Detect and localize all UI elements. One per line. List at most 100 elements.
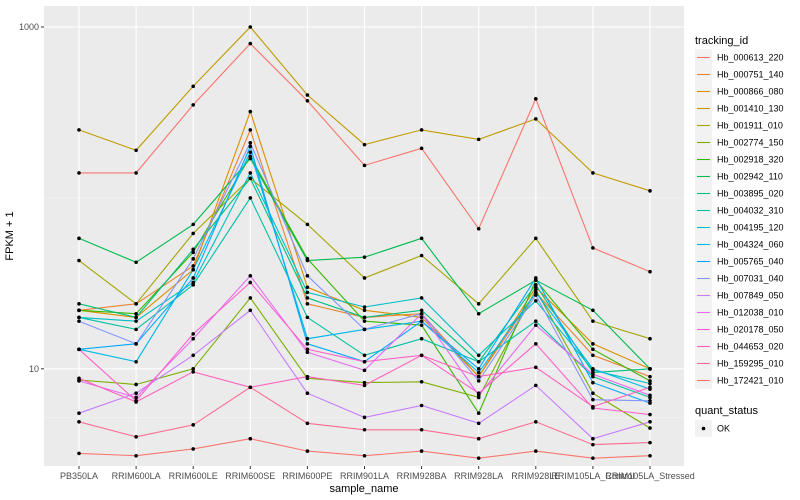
data-point	[476, 436, 481, 441]
data-point	[191, 370, 195, 374]
data-point	[591, 391, 595, 395]
data-point	[248, 128, 253, 132]
data-point	[648, 269, 652, 274]
data-point	[476, 311, 481, 316]
data-point	[362, 276, 367, 280]
data-point	[305, 285, 310, 290]
data-point	[305, 449, 310, 453]
data-point	[591, 347, 595, 352]
data-point	[305, 347, 310, 352]
legend-label-Hb_003895_020: Hb_003895_020	[717, 189, 784, 199]
data-point	[305, 290, 310, 295]
data-point	[134, 302, 138, 306]
data-point	[248, 109, 253, 114]
data-point	[362, 383, 367, 388]
data-point	[419, 427, 424, 432]
data-point	[134, 311, 138, 316]
legend-title: tracking_id	[695, 35, 748, 47]
data-point	[191, 276, 195, 280]
data-point	[362, 353, 367, 358]
data-point	[305, 391, 310, 395]
x-tick-label: RRIM105LA_Stressed	[605, 471, 695, 481]
x-tick-label: PB350LA	[60, 471, 98, 481]
data-point	[134, 319, 138, 323]
data-point	[77, 308, 81, 313]
data-point	[591, 456, 595, 460]
x-axis-title: sample_name	[329, 483, 398, 495]
data-point	[77, 411, 81, 415]
data-point	[648, 419, 652, 424]
data-point	[77, 379, 81, 383]
data-point	[476, 302, 481, 306]
quant-status-key-point	[701, 426, 706, 431]
data-point	[248, 171, 253, 175]
data-point	[305, 421, 310, 426]
data-point	[248, 296, 253, 300]
data-point	[191, 231, 195, 236]
data-point	[362, 327, 367, 332]
legend-label-Hb_020178_050: Hb_020178_050	[717, 325, 784, 335]
data-point	[591, 442, 595, 447]
data-point	[419, 353, 424, 358]
data-point	[248, 144, 253, 149]
data-point	[77, 315, 81, 320]
data-point	[248, 385, 253, 390]
data-point	[591, 308, 595, 313]
x-tick-label: RRIM600LE	[169, 471, 218, 481]
data-point	[534, 276, 538, 280]
data-point	[305, 336, 310, 341]
data-point	[362, 163, 367, 168]
x-tick-label: RRIM600PE	[282, 471, 332, 481]
data-point	[648, 336, 652, 341]
data-point	[362, 453, 367, 458]
data-point	[534, 283, 538, 287]
legend-label-Hb_012038_010: Hb_012038_010	[717, 308, 784, 318]
data-point	[248, 141, 253, 145]
data-point	[591, 404, 595, 409]
data-point	[305, 98, 310, 103]
data-point	[191, 84, 195, 89]
data-point	[134, 327, 138, 332]
data-point	[648, 367, 652, 371]
data-point	[77, 302, 81, 306]
data-point	[248, 41, 253, 46]
y-tick-label: 1000	[19, 22, 39, 32]
data-point	[534, 342, 538, 346]
data-point	[305, 222, 310, 227]
data-point	[134, 382, 138, 387]
data-point	[77, 128, 81, 132]
y-axis-ticks: 10 1000	[19, 22, 44, 374]
data-point	[362, 319, 367, 323]
data-point	[362, 380, 367, 385]
data-point	[419, 236, 424, 241]
data-point	[191, 367, 195, 371]
data-point	[534, 293, 538, 297]
data-point	[248, 156, 253, 161]
data-point	[362, 142, 367, 147]
data-point	[419, 296, 424, 300]
data-point	[648, 412, 652, 417]
x-tick-label: RRIM600LA	[112, 471, 161, 481]
x-tick-label: RRIM105LA_Control	[551, 471, 634, 481]
data-point	[419, 336, 424, 341]
data-point	[362, 368, 367, 373]
data-point	[534, 117, 538, 121]
legend-label-Hb_004032_310: Hb_004032_310	[717, 206, 784, 216]
data-point	[591, 353, 595, 358]
legend-label-Hb_000751_140: Hb_000751_140	[717, 70, 784, 80]
legend-label-Hb_007031_040: Hb_007031_040	[717, 274, 784, 284]
data-point	[534, 287, 538, 292]
data-point	[419, 308, 424, 313]
data-point	[534, 419, 538, 424]
data-point	[248, 308, 253, 313]
legend-label-Hb_002774_150: Hb_002774_150	[717, 138, 784, 148]
data-point	[476, 353, 481, 358]
data-point	[648, 453, 652, 458]
data-point	[476, 374, 481, 379]
data-point	[191, 264, 195, 268]
legend-label-Hb_172421_010: Hb_172421_010	[717, 376, 784, 386]
legend-label-Hb_004324_060: Hb_004324_060	[717, 240, 784, 250]
data-point	[305, 93, 310, 97]
data-point	[191, 353, 195, 358]
data-point	[476, 421, 481, 426]
